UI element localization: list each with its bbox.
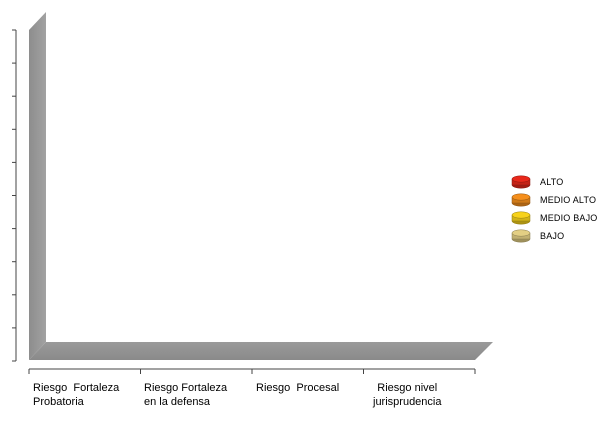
legend-label-medio-bajo: MEDIO BAJO <box>540 213 598 223</box>
category-label-4: Riesgo nivel jurisprudencia <box>373 382 442 408</box>
legend-label-bajo: BAJO <box>540 231 565 241</box>
category-label-2: Riesgo Fortaleza en la defensa <box>144 382 228 408</box>
legend-label-medio-alto: MEDIO ALTO <box>540 195 597 205</box>
legend-swatch-bajo <box>511 229 531 243</box>
legend-label-alto: ALTO <box>540 177 564 187</box>
x-axis-ticks <box>28 369 476 374</box>
legend-swatch-medio-bajo <box>511 211 531 225</box>
category-label-1: Riesgo Fortaleza Probatoria <box>33 382 120 408</box>
legend-swatch-medio-alto <box>511 193 531 207</box>
chart-back-wall <box>29 12 46 360</box>
legend-swatch-alto <box>511 175 531 189</box>
y-axis-ticks <box>12 29 16 362</box>
chart-floor <box>29 342 493 360</box>
category-label-3: Riesgo Procesal <box>256 382 340 394</box>
